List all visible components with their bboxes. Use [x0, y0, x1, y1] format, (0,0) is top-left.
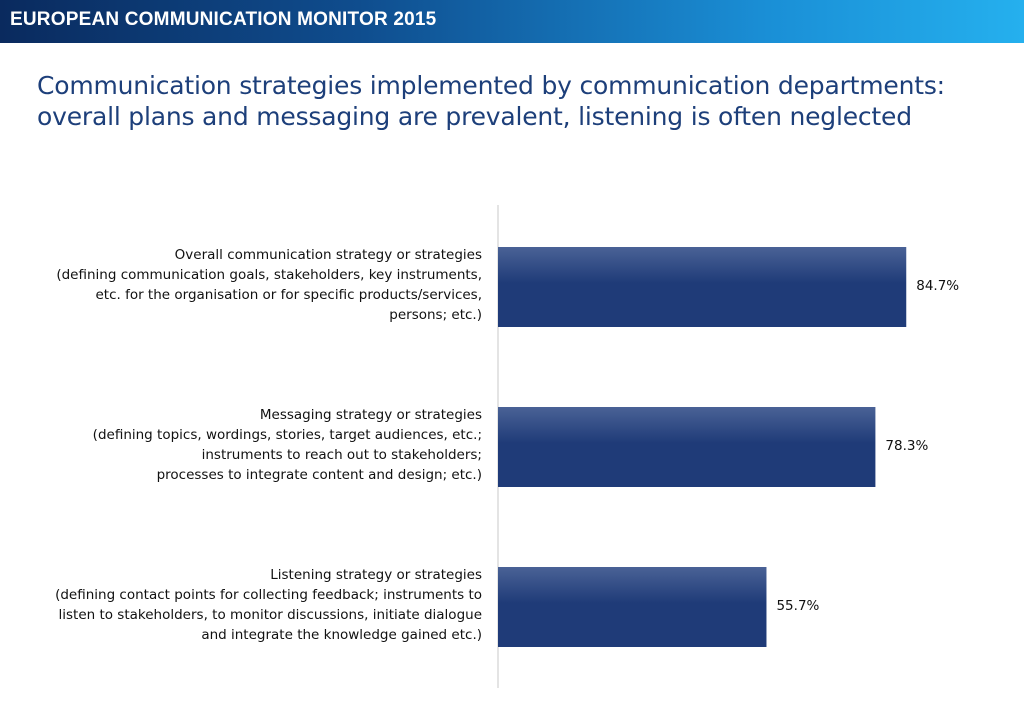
slide-title: Communication strategies implemented by … — [37, 70, 997, 132]
bar-2 — [498, 567, 767, 647]
category-label-1: Messaging strategy or strategies (definin… — [12, 405, 482, 485]
bars-group — [498, 247, 907, 647]
slide-title-line: overall plans and messaging are prevalen… — [37, 102, 912, 131]
category-label-line: listen to stakeholders, to monitor discu… — [58, 607, 482, 623]
category-label-0: Overall communication strategy or strate… — [12, 245, 482, 325]
category-label-line: (defining topics, wordings, stories, tar… — [92, 427, 482, 443]
category-label-line: (defining communication goals, stakehold… — [56, 267, 482, 283]
bar-1 — [498, 407, 876, 487]
category-label-line: persons; etc.) — [389, 307, 482, 323]
category-label-line: instruments to reach out to stakeholders… — [201, 447, 482, 463]
header-bar: EUROPEAN COMMUNICATION MONITOR 2015 — [0, 0, 1024, 43]
slide-title-line: Communication strategies implemented by … — [37, 71, 945, 100]
category-label-line: Listening strategy or strategies — [270, 567, 482, 583]
category-label-2: Listening strategy or strategies (definin… — [12, 565, 482, 645]
category-label-line: Messaging strategy or strategies — [259, 407, 482, 423]
category-label-line: Overall communication strategy or strate… — [174, 247, 482, 263]
bar-0 — [498, 247, 907, 327]
value-label-1: 78.3% — [885, 438, 929, 454]
category-label-line: and integrate the knowledge gained etc.) — [201, 627, 482, 643]
category-label-line: processes to integrate content and desig… — [156, 467, 482, 483]
value-label-0: 84.7% — [916, 278, 960, 294]
category-label-line: (defining contact points for collecting … — [55, 587, 482, 603]
value-label-2: 55.7% — [776, 598, 820, 614]
header-title: EUROPEAN COMMUNICATION MONITOR 2015 — [10, 9, 437, 30]
category-label-line: etc. for the organisation or for specifi… — [95, 287, 482, 303]
